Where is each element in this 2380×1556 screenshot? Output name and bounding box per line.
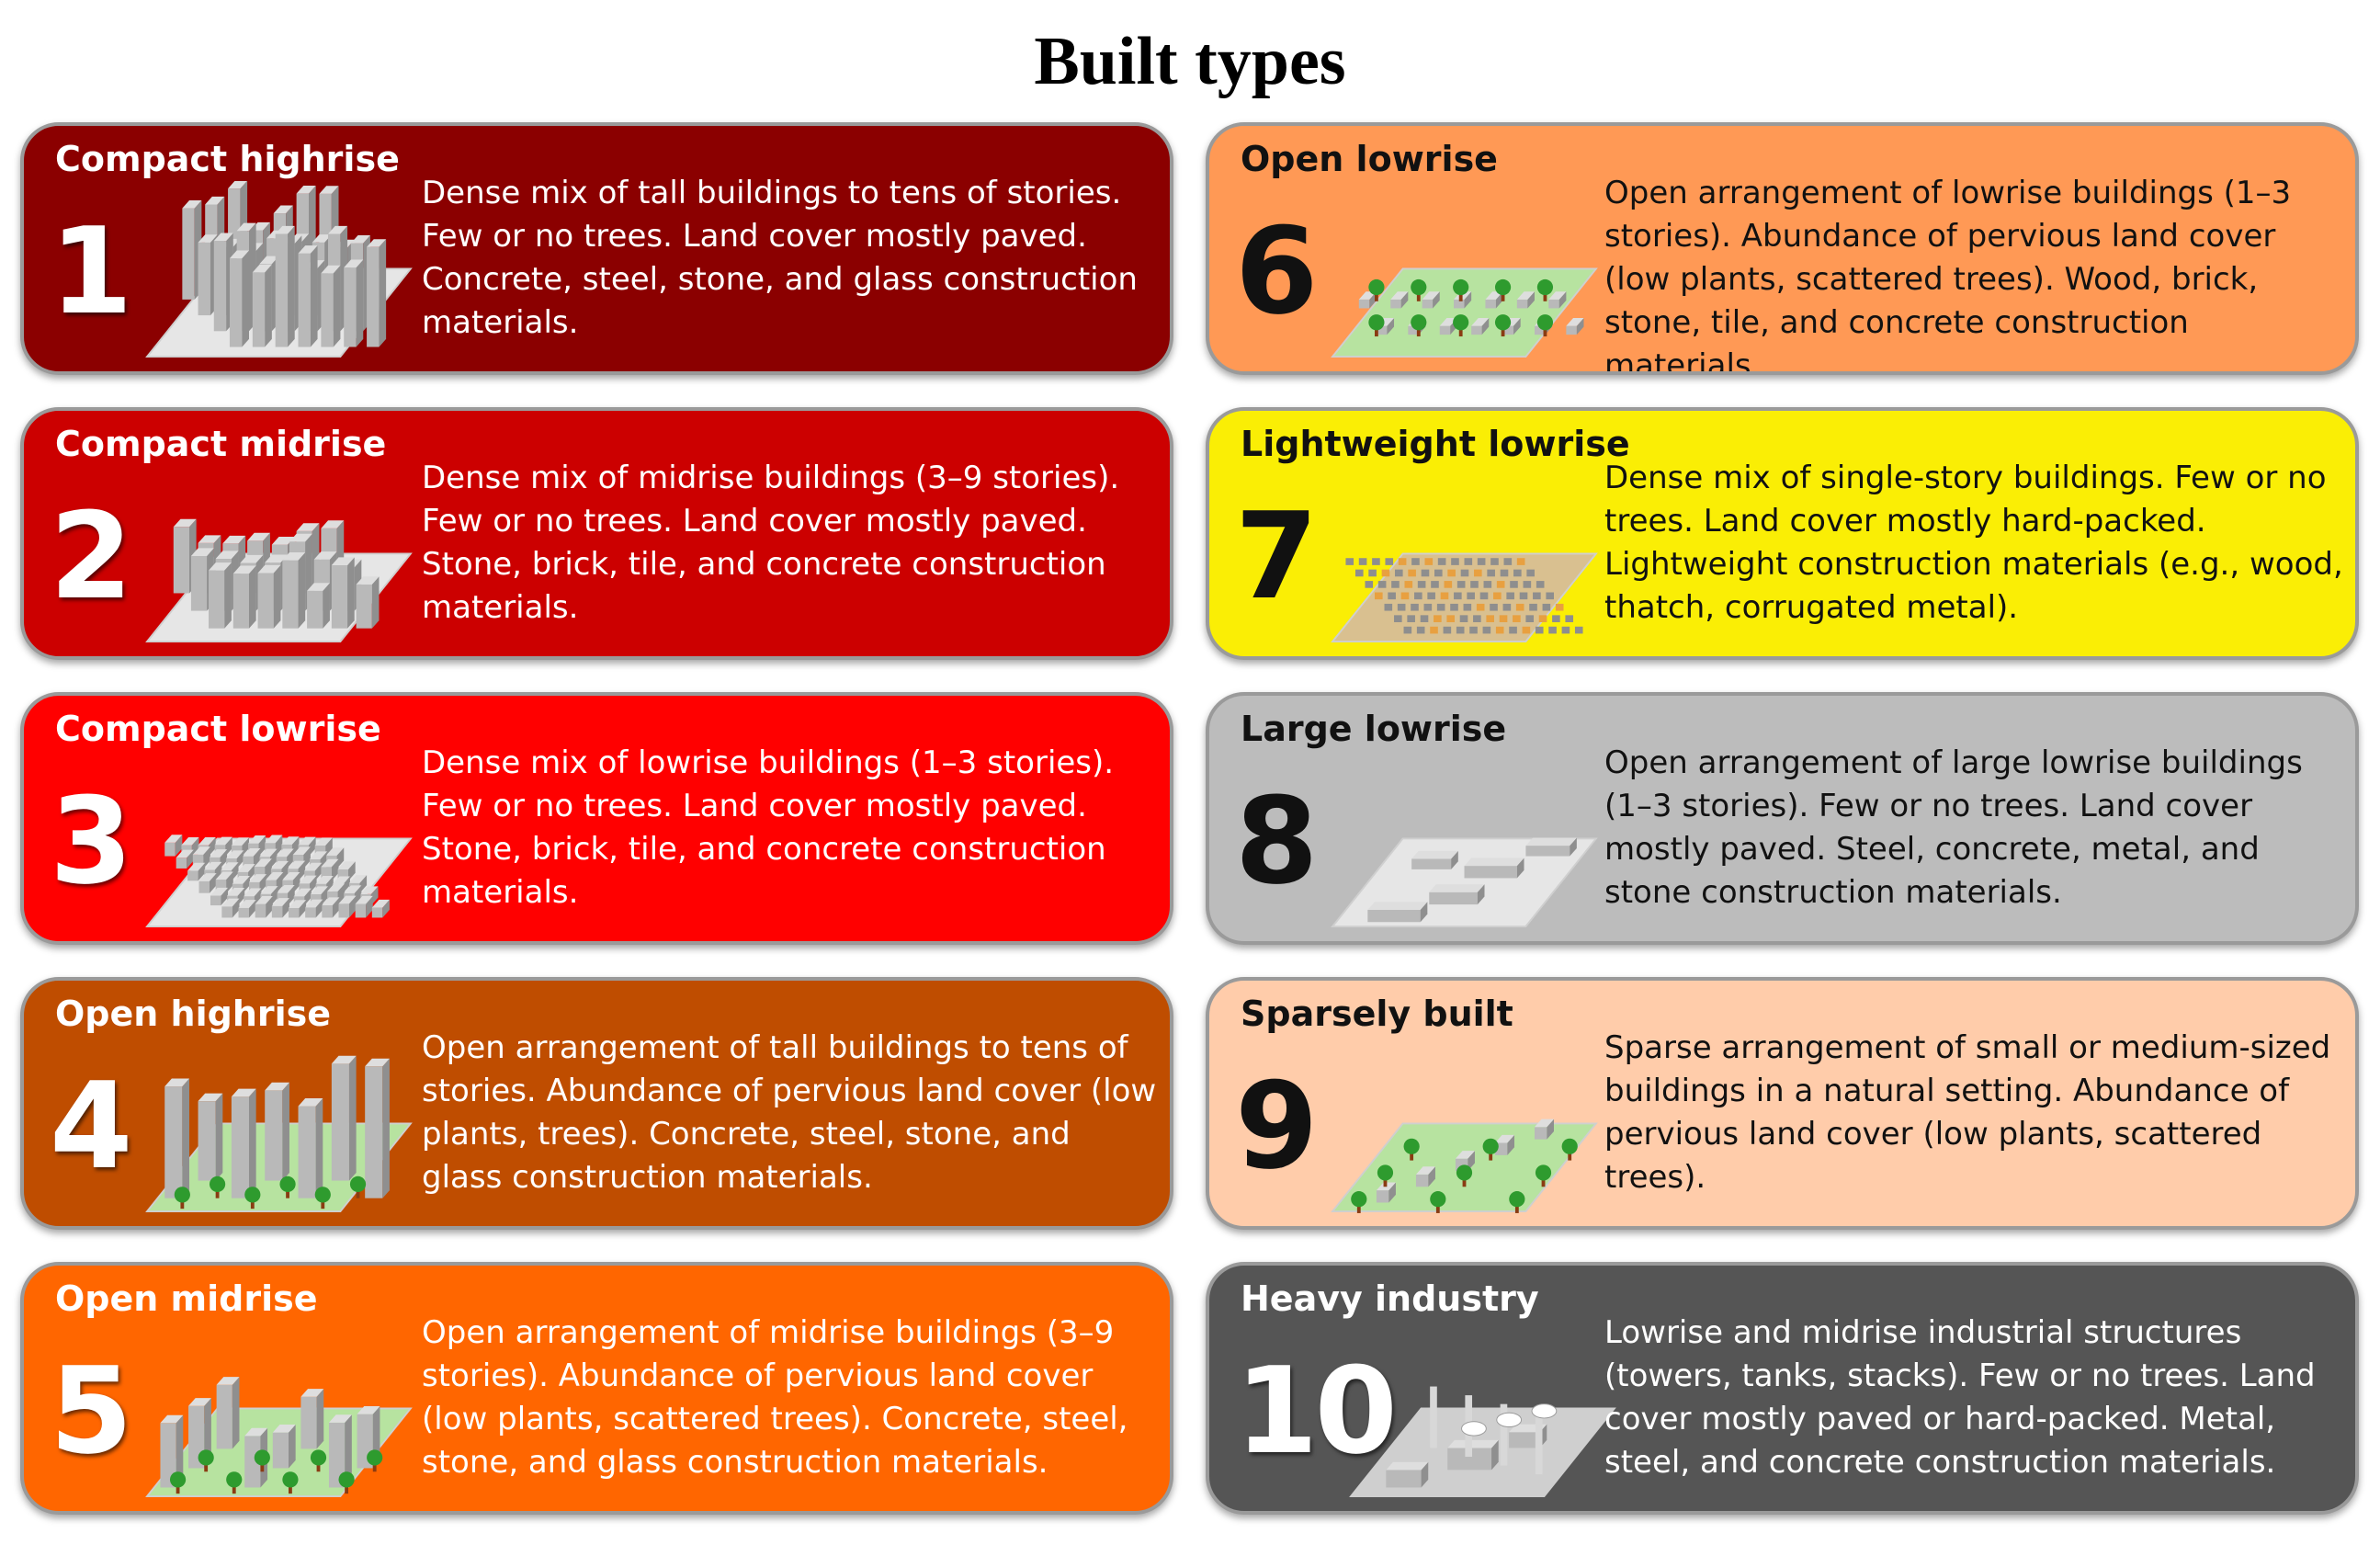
lightweight-lowrise-icon	[1331, 552, 1598, 642]
compact-highrise-icon	[145, 181, 413, 358]
card-number: 4	[50, 1056, 132, 1196]
card-number: 7	[1235, 486, 1318, 626]
card-number: 1	[50, 201, 132, 341]
card-description: Dense mix of tall buildings to tens of s…	[422, 175, 1138, 341]
sparsely-built-icon	[1331, 1119, 1598, 1213]
built-type-card-8: Large lowrise 8 Open arrangement of large …	[1206, 692, 2359, 945]
card-number: 2	[50, 486, 132, 626]
card-number: 8	[1235, 771, 1318, 911]
card-title: Large lowrise	[1241, 709, 1507, 749]
built-type-card-1: Compact highrise 1 Dense mix of tall build…	[20, 122, 1173, 375]
card-title: Open lowrise	[1241, 139, 1498, 179]
built-type-card-7: Lightweight lowrise 7 Dense mix of single-…	[1206, 407, 2359, 660]
card-title: Compact midrise	[55, 424, 387, 464]
built-type-card-9: Sparsely built 9 Sparse arrangement of sma…	[1206, 977, 2359, 1230]
large-lowrise-icon	[1331, 837, 1598, 927]
open-midrise-icon	[145, 1377, 413, 1497]
card-description: Sparse arrangement of small or medium-si…	[1604, 1029, 2331, 1196]
card-title: Open highrise	[55, 994, 332, 1034]
built-type-card-6: Open lowrise 6 Open arrangement of lowrise…	[1206, 122, 2359, 375]
card-title: Lightweight lowrise	[1241, 424, 1630, 464]
card-description: Open arrangement of large lowrise buildi…	[1604, 744, 2303, 911]
card-title: Compact highrise	[55, 139, 400, 179]
card-title: Compact lowrise	[55, 709, 381, 749]
compact-lowrise-icon	[145, 835, 413, 927]
page-title: Built types	[1034, 24, 1346, 99]
built-type-card-5: Open midrise 5 Open arrangement of midrise…	[20, 1262, 1173, 1515]
card-description: Lowrise and midrise industrial structure…	[1604, 1314, 2316, 1481]
built-type-card-10: Heavy industry 10 Lowrise and midrise indu…	[1206, 1262, 2359, 1515]
card-description: Dense mix of midrise buildings (3–9 stor…	[422, 460, 1120, 626]
card-description: Dense mix of lowrise buildings (1–3 stor…	[422, 744, 1115, 911]
card-description: Dense mix of single-story buildings. Few…	[1604, 460, 2343, 626]
card-number: 3	[50, 771, 132, 911]
card-title: Heavy industry	[1241, 1278, 1539, 1319]
card-title: Open midrise	[55, 1278, 318, 1319]
card-description: Open arrangement of midrise buildings (3…	[422, 1314, 1128, 1481]
compact-midrise-icon	[145, 518, 413, 642]
card-title: Sparsely built	[1241, 994, 1513, 1034]
card-number: 6	[1235, 201, 1318, 341]
card-description: Open arrangement of lowrise buildings (1…	[1604, 175, 2292, 375]
heavy-industry-icon	[1349, 1386, 1616, 1497]
built-type-card-3: Compact lowrise 3 Dense mix of lowrise bui…	[20, 692, 1173, 945]
card-description: Open arrangement of tall buildings to te…	[422, 1029, 1157, 1196]
card-number: 9	[1235, 1056, 1318, 1196]
card-number: 10	[1235, 1341, 1398, 1481]
open-highrise-icon	[145, 1055, 413, 1212]
built-type-card-4: Open highrise 4 Open arrangement of tall b…	[20, 977, 1173, 1230]
card-number: 5	[50, 1341, 132, 1481]
open-lowrise-icon	[1331, 267, 1598, 358]
built-type-card-2: Compact midrise 2 Dense mix of midrise bui…	[20, 407, 1173, 660]
